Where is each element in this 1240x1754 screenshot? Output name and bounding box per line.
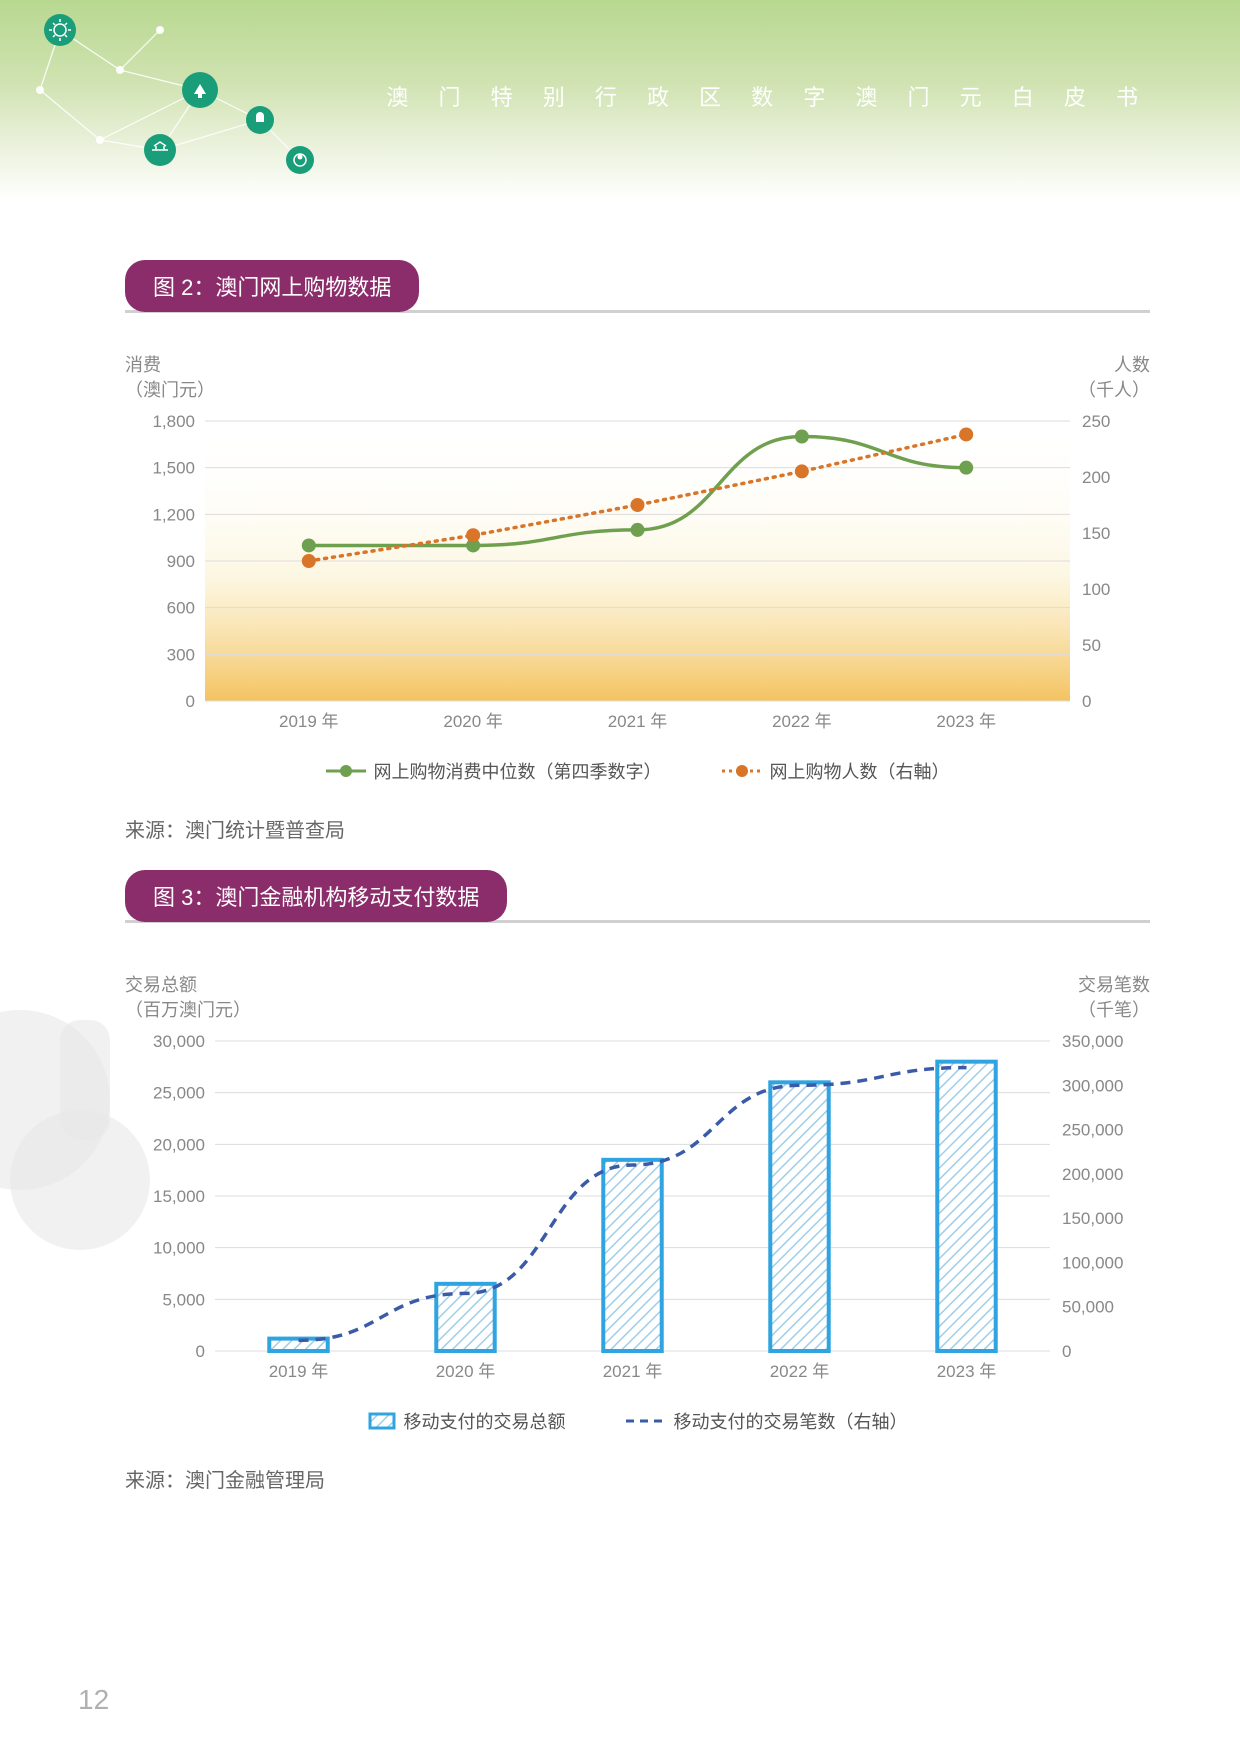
svg-text:250,000: 250,000 <box>1062 1121 1123 1140</box>
svg-text:2020 年: 2020 年 <box>443 712 503 731</box>
chart3-title-pill: 图 3：澳门金融机构移动支付数据 <box>125 870 507 922</box>
svg-text:200: 200 <box>1082 468 1110 487</box>
network-decoration <box>0 0 420 200</box>
svg-text:2021 年: 2021 年 <box>608 712 668 731</box>
chart2-left-axis-line2: （澳门元） <box>125 380 215 400</box>
svg-text:2020 年: 2020 年 <box>436 1362 496 1381</box>
svg-text:1,500: 1,500 <box>152 459 195 478</box>
svg-text:50: 50 <box>1082 636 1101 655</box>
svg-text:200,000: 200,000 <box>1062 1165 1123 1184</box>
chart2-legend2: 网上购物人数（右軸） <box>770 758 950 784</box>
svg-text:0: 0 <box>186 692 195 711</box>
page-number: 12 <box>78 1684 109 1716</box>
header-title: 澳 门 特 别 行 政 区 数 字 澳 门 元 白 皮 书 <box>386 80 1150 112</box>
svg-text:1,800: 1,800 <box>152 412 195 431</box>
svg-text:50,000: 50,000 <box>1062 1298 1114 1317</box>
chart3-plot: 0 5,000 10,000 15,000 20,000 25,000 30,000 0 50,… <box>125 1031 1150 1391</box>
chart2-right-axis-line1: 人数 <box>1114 355 1150 375</box>
svg-text:2022 年: 2022 年 <box>772 712 832 731</box>
svg-text:300,000: 300,000 <box>1062 1077 1123 1096</box>
chart3-legend2: 移动支付的交易笔数（右轴） <box>674 1408 908 1434</box>
svg-text:100: 100 <box>1082 580 1110 599</box>
svg-text:2023 年: 2023 年 <box>936 712 996 731</box>
svg-text:2022 年: 2022 年 <box>770 1362 830 1381</box>
chart2-plot: 0 300 600 900 1,200 1,500 1,800 0 50 100 150 200 250… <box>125 411 1150 741</box>
svg-text:20,000: 20,000 <box>153 1136 205 1155</box>
chart2-left-axis-line1: 消费 <box>125 355 161 375</box>
svg-text:100,000: 100,000 <box>1062 1254 1123 1273</box>
chart3-legend: 移动支付的交易总额 移动支付的交易笔数（右轴） <box>125 1408 1150 1434</box>
svg-text:1,200: 1,200 <box>152 506 195 525</box>
svg-text:0: 0 <box>196 1342 205 1361</box>
chart3-left-axis-line1: 交易总额 <box>125 975 197 995</box>
svg-text:600: 600 <box>167 599 195 618</box>
chart3-axis-titles: 交易总额 （百万澳门元） 交易笔数 （千笔） <box>125 973 1150 1023</box>
svg-text:25,000: 25,000 <box>153 1084 205 1103</box>
svg-text:10,000: 10,000 <box>153 1239 205 1258</box>
svg-text:30,000: 30,000 <box>153 1032 205 1051</box>
chart3-left-axis-line2: （百万澳门元） <box>125 1000 251 1020</box>
svg-text:2021 年: 2021 年 <box>603 1362 663 1381</box>
chart3-right-axis-line1: 交易笔数 <box>1078 975 1150 995</box>
chart3-legend1: 移动支付的交易总额 <box>404 1408 566 1434</box>
svg-text:15,000: 15,000 <box>153 1187 205 1206</box>
svg-text:2023 年: 2023 年 <box>937 1362 997 1381</box>
chart3-source: 来源：澳门金融管理局 <box>125 1464 1240 1493</box>
chart2-right-axis-line2: （千人） <box>1078 380 1150 400</box>
svg-text:350,000: 350,000 <box>1062 1032 1123 1051</box>
svg-text:2019 年: 2019 年 <box>279 712 339 731</box>
chart2-axis-titles: 消费 （澳门元） 人数 （千人） <box>125 353 1150 403</box>
chart2-title-pill: 图 2：澳门网上购物数据 <box>125 260 419 312</box>
svg-text:0: 0 <box>1062 1342 1071 1361</box>
svg-text:2019 年: 2019 年 <box>269 1362 329 1381</box>
svg-text:300: 300 <box>167 646 195 665</box>
svg-text:900: 900 <box>167 552 195 571</box>
svg-text:250: 250 <box>1082 412 1110 431</box>
svg-text:150,000: 150,000 <box>1062 1210 1123 1229</box>
svg-text:150: 150 <box>1082 524 1110 543</box>
chart3-right-axis-line2: （千笔） <box>1078 1000 1150 1020</box>
chart2-legend1: 网上购物消费中位数（第四季数字） <box>374 758 662 784</box>
svg-text:0: 0 <box>1082 692 1091 711</box>
svg-text:5,000: 5,000 <box>162 1291 205 1310</box>
chart2-source: 来源：澳门统计暨普查局 <box>125 814 1240 843</box>
chart2-legend: 网上购物消费中位数（第四季数字） 网上购物人数（右軸） <box>125 758 1150 784</box>
